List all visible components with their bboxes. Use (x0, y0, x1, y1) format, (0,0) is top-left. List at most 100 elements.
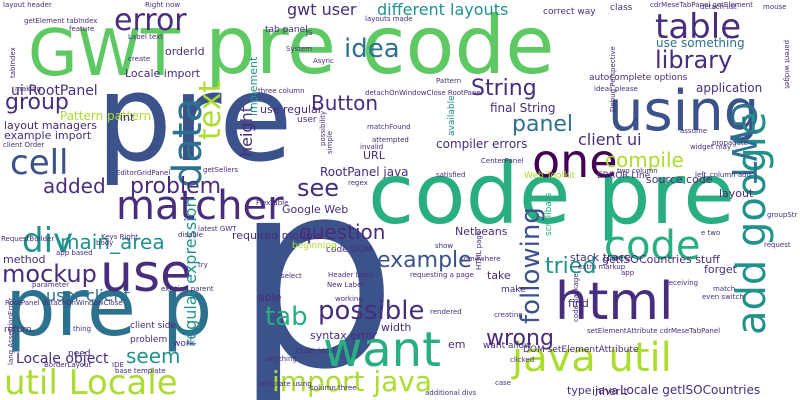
word: p (233, 125, 399, 400)
word: example (377, 248, 472, 273)
word: mockup (2, 260, 97, 288)
word: matchFound (367, 123, 411, 131)
word: regular expression (181, 197, 200, 346)
word: ERROR Line (597, 171, 651, 181)
word: feature (69, 25, 95, 33)
word: URL (363, 149, 385, 162)
word: compiler errors (436, 137, 528, 151)
word: layouts made (365, 15, 413, 23)
word: mouse (763, 3, 787, 11)
word: propagate (712, 139, 748, 147)
word: e two (701, 229, 721, 237)
word: pre code (205, 0, 555, 92)
word: client Order (3, 141, 45, 149)
word: forget (704, 263, 737, 276)
word: type java (567, 384, 619, 397)
word: select (281, 272, 302, 280)
word: find (568, 297, 589, 310)
word: stack trace (570, 251, 632, 264)
word: util Locale (4, 363, 178, 400)
word: cell (10, 143, 69, 183)
word: try (198, 261, 208, 269)
word: scrollbars (544, 192, 554, 236)
word: Web Toolkit (524, 171, 576, 181)
word: code DOM (326, 245, 373, 255)
word: making (15, 85, 41, 93)
word: working (335, 295, 363, 303)
word: use something (656, 36, 745, 50)
word: three column (258, 87, 305, 95)
word: New Label (327, 281, 364, 289)
word: ideas please (594, 85, 638, 93)
word: simple (326, 130, 334, 154)
word: import java (272, 365, 433, 398)
word: lang AssertionError (7, 297, 15, 365)
word: tabIndex (9, 47, 17, 78)
word: widget may (690, 143, 732, 151)
word: work (173, 339, 195, 349)
word: app (621, 269, 635, 277)
word: app based (56, 249, 93, 257)
word: detachOnWindowClose RootPanel (365, 89, 483, 97)
word: width (381, 321, 412, 334)
word: method (3, 253, 46, 266)
word: assume (680, 127, 708, 135)
word: anything (266, 355, 297, 363)
word: tab panel (265, 25, 308, 35)
word: question (299, 220, 386, 244)
word: Right now (145, 1, 181, 9)
word: thing (73, 325, 92, 333)
word: request (764, 241, 791, 249)
word: possible (318, 296, 425, 326)
word: make (501, 285, 526, 295)
word: syntax error (310, 329, 377, 342)
word: group (5, 90, 69, 115)
word: String (471, 76, 537, 101)
word: one (532, 134, 618, 188)
word: using (608, 79, 760, 144)
word: detach list (700, 3, 737, 11)
word: use regular (260, 103, 323, 116)
word: layout managers (4, 119, 97, 132)
word: take (487, 269, 511, 282)
word: template using (259, 380, 312, 388)
word: problem (130, 174, 222, 199)
word: problem (130, 335, 168, 345)
word: base template (115, 367, 166, 375)
word: getElement tabIndex (24, 17, 98, 25)
word: HTML page (475, 230, 483, 270)
word: case (495, 379, 512, 387)
word: getSellers (203, 166, 238, 174)
word: possibility (319, 110, 327, 146)
word: System (286, 45, 313, 53)
word: div (22, 221, 74, 261)
word: compile (605, 148, 684, 172)
word: Label text (128, 33, 163, 41)
word: layout (719, 187, 754, 200)
word: ui RootPanel (11, 83, 98, 99)
word: latest GWT (198, 225, 237, 233)
word: clicked (510, 356, 535, 364)
word: code (604, 223, 701, 269)
word: table (655, 7, 742, 47)
word: groupStr (767, 211, 798, 219)
word: Pattern (436, 77, 462, 85)
word: BorderLayout (44, 361, 92, 369)
word: RootPanel detachOnWindowClose (5, 299, 123, 307)
word: rendered (430, 308, 462, 316)
word: added (43, 174, 106, 198)
word: return (4, 325, 32, 335)
word: code package (572, 273, 580, 322)
word: autocomplete options (589, 73, 688, 83)
word: JS (306, 29, 313, 37)
word: GWT (28, 17, 180, 91)
word: required module (232, 229, 323, 242)
word: Locale import (125, 67, 201, 80)
word: matcher (116, 183, 284, 229)
word: text (193, 80, 228, 140)
word: DOM setElementAttribute (523, 345, 639, 355)
word: class (610, 3, 633, 13)
word: left_column add (695, 171, 752, 179)
word: code pre (368, 145, 735, 243)
word: panel (512, 112, 574, 137)
